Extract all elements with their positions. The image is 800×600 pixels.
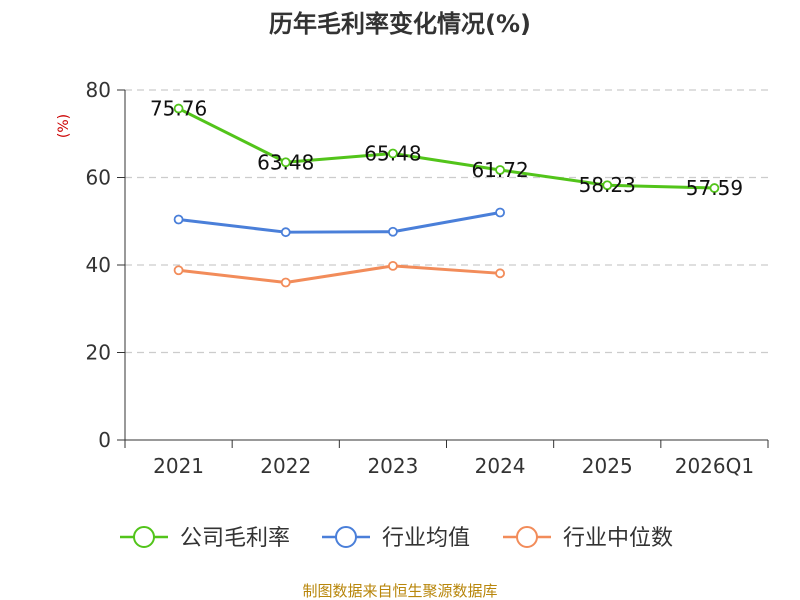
legend-marker: [335, 526, 357, 548]
legend-item[interactable]: 公司毛利率: [120, 526, 290, 551]
data-label: 65.48: [364, 142, 421, 166]
y-tick-label: 80: [86, 78, 111, 102]
series-lines: [173, 103, 720, 288]
data-point: [495, 268, 505, 279]
legend-item[interactable]: 行业均值: [322, 526, 470, 551]
x-tick-label: 2024: [475, 454, 526, 478]
x-tick-label: 2025: [582, 454, 633, 478]
data-point: [173, 103, 184, 114]
data-point: [388, 148, 398, 159]
axes: [117, 89, 769, 448]
data-point: [495, 165, 505, 175]
data-label: 75.76: [150, 97, 207, 121]
y-tick-label: 60: [86, 166, 111, 190]
data-point: [173, 214, 184, 225]
data-point: [173, 265, 184, 276]
y-tick-label: 40: [86, 253, 111, 277]
legend-label: 行业均值: [382, 526, 470, 551]
data-point: [388, 226, 398, 237]
data-labels: 75.76 63.48 65.48 61.72 58.23 57.59: [150, 97, 743, 200]
series-line: [178, 211, 501, 234]
x-tick-label: 2022: [260, 454, 311, 478]
data-point: [709, 183, 720, 193]
y-tick-label: 0: [98, 428, 111, 452]
data-point: [495, 207, 505, 218]
data-point: [602, 180, 613, 191]
legend[interactable]: 公司毛利率 行业均值 行业中位数: [120, 526, 673, 551]
data-label: 58.23: [579, 173, 636, 197]
data-label: 63.48: [257, 150, 314, 174]
legend-label: 公司毛利率: [180, 526, 290, 551]
x-tick-labels: 2021 2022 2023 2024 2025 2026Q1: [153, 454, 754, 478]
y-axis-unit: (%): [56, 114, 72, 138]
chart-title: 历年毛利率变化情况(%): [269, 10, 531, 38]
legend-marker: [133, 526, 155, 548]
legend-label: 行业中位数: [563, 526, 673, 551]
legend-marker: [516, 526, 538, 548]
source-note: 制图数据来自恒生聚源数据库: [302, 582, 497, 600]
y-tick-labels: 0 20 40 60 80: [86, 78, 111, 452]
series-line: [177, 107, 715, 190]
y-tick-label: 20: [86, 341, 111, 365]
x-tick-label: 2021: [153, 454, 204, 478]
x-tick-label: 2023: [367, 454, 418, 478]
data-label: 57.59: [686, 176, 743, 200]
series-line: [178, 264, 501, 284]
data-label: 61.72: [471, 158, 528, 182]
x-tick-label: 2026Q1: [675, 454, 754, 478]
data-point: [280, 277, 291, 288]
data-point: [388, 260, 398, 271]
data-point: [280, 157, 291, 168]
legend-item[interactable]: 行业中位数: [503, 526, 673, 551]
data-point: [280, 227, 291, 238]
